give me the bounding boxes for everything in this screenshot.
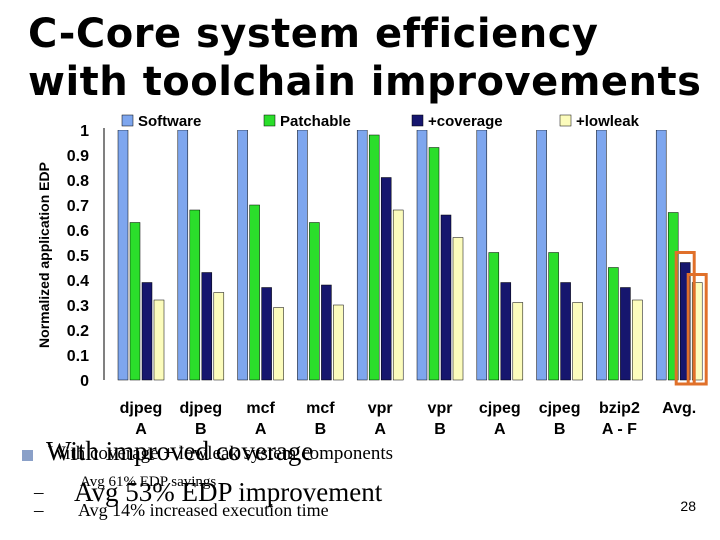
x-tick-label: cjpeg	[479, 400, 521, 417]
legend-label: Patchable	[280, 113, 351, 130]
y-tick-label: 0.3	[67, 298, 89, 315]
bar-coverage-2	[261, 287, 272, 381]
bar-lowleak-4	[392, 209, 404, 381]
x-tick-label-sub: B	[315, 421, 327, 438]
slide-title: C-Core system efficiency with toolchain …	[28, 11, 702, 105]
bar-software-2	[237, 129, 248, 381]
bar-coverage-1	[201, 272, 213, 381]
x-tick-label-sub: B	[434, 421, 446, 438]
x-tick-label: djpeg	[179, 400, 222, 417]
legend-swatch	[263, 114, 276, 127]
bar-patchable-9	[667, 212, 679, 381]
bar-software-5	[416, 129, 428, 381]
edp-bar-chart: Normalized application EDP 0 0.1 0.2 0.3 0.4 0…	[36, 110, 708, 438]
bar-software-6	[476, 129, 488, 381]
bar-patchable-5	[428, 147, 440, 381]
bar-lowleak-5	[452, 237, 464, 381]
bullet-square-icon	[22, 450, 33, 461]
y-tick-label: 0.1	[67, 348, 89, 365]
legend-label: Software	[138, 113, 201, 130]
bullet-main-over: With improved coverage	[46, 436, 314, 466]
bullet-main-under: With coverage + lowleak system component…	[48, 443, 393, 464]
legend-swatch	[559, 114, 572, 127]
y-tick-label: 0	[80, 373, 89, 390]
sub1-dash: –	[34, 482, 44, 503]
x-tick-label: mcf	[306, 400, 335, 417]
legend-label: +coverage	[428, 113, 503, 130]
y-tick-label: 0.6	[67, 223, 89, 240]
y-tick-label: 0.9	[67, 148, 89, 165]
y-tick-label: 0.2	[67, 323, 89, 340]
bar-software-7	[536, 129, 547, 381]
legend-swatch	[121, 114, 134, 127]
bar-software-1	[177, 129, 189, 381]
sub1-under: Avg 61% EDP savings	[80, 474, 217, 490]
highlight-coverage-box	[674, 251, 696, 386]
bar-lowleak-9	[691, 282, 703, 381]
bar-coverage-8	[620, 287, 631, 381]
x-tick-label: vpr	[368, 400, 393, 417]
bar-patchable-6	[488, 252, 500, 381]
bar-software-9	[655, 129, 667, 381]
bar-coverage-0	[141, 282, 153, 381]
bar-lowleak-3	[333, 304, 344, 381]
x-tick-label: bzip2	[599, 400, 640, 417]
bar-lowleak-0	[153, 299, 165, 381]
y-tick-label: 0.5	[67, 248, 89, 265]
x-tick-label-sub: B	[195, 421, 207, 438]
x-tick-label: djpeg	[120, 400, 163, 417]
y-tick-label: 0.7	[67, 198, 89, 215]
bar-patchable-0	[129, 222, 141, 381]
bar-patchable-4	[368, 134, 380, 381]
bar-patchable-3	[309, 222, 320, 381]
x-tick-label: mcf	[246, 400, 275, 417]
x-tick-label: cjpeg	[539, 400, 581, 417]
x-tick-label-sub: A	[494, 421, 506, 438]
legend-background	[114, 110, 702, 130]
bar-software-3	[297, 129, 308, 381]
x-tick-label-sub: B	[554, 421, 566, 438]
bar-software-0	[117, 129, 129, 381]
bar-lowleak-1	[213, 292, 225, 381]
legend-swatch	[411, 114, 424, 127]
bar-patchable-1	[189, 209, 201, 381]
bar-lowleak-7	[572, 302, 583, 381]
bar-coverage-7	[560, 282, 571, 381]
y-tick-label: 0.8	[67, 173, 89, 190]
x-tick-label-sub: A	[255, 421, 267, 438]
bar-patchable-7	[548, 252, 559, 381]
page-number: 28	[680, 498, 696, 514]
x-tick-label: vpr	[428, 400, 453, 417]
sub2-dash: –	[34, 500, 44, 521]
sub2-text: Avg 14% increased execution time	[78, 500, 329, 520]
bar-coverage-4	[380, 177, 392, 381]
bar-patchable-2	[249, 204, 260, 381]
bar-coverage-5	[440, 214, 452, 381]
y-axis-label: Normalized application EDP	[36, 162, 52, 348]
y-tick-label: 0.4	[67, 273, 89, 290]
bar-lowleak-2	[273, 307, 284, 381]
x-tick-label-sub: A - F	[602, 421, 637, 438]
bar-patchable-8	[608, 267, 619, 381]
legend-label: +lowleak	[576, 113, 640, 130]
x-tick-label: Avg.	[662, 400, 696, 417]
y-tick-label: 1	[80, 123, 89, 140]
sub1-over: Avg 53% EDP improvement	[74, 477, 383, 507]
bar-software-4	[356, 129, 368, 381]
x-tick-label-sub: A	[374, 421, 386, 438]
bar-coverage-3	[321, 284, 332, 381]
bar-coverage-9	[679, 262, 691, 381]
bar-coverage-6	[500, 282, 512, 381]
bar-lowleak-8	[632, 299, 643, 381]
bar-software-8	[596, 129, 607, 381]
highlight-lowleak-box	[686, 273, 708, 386]
bar-lowleak-6	[512, 302, 524, 381]
x-tick-label-sub: A	[135, 421, 147, 438]
